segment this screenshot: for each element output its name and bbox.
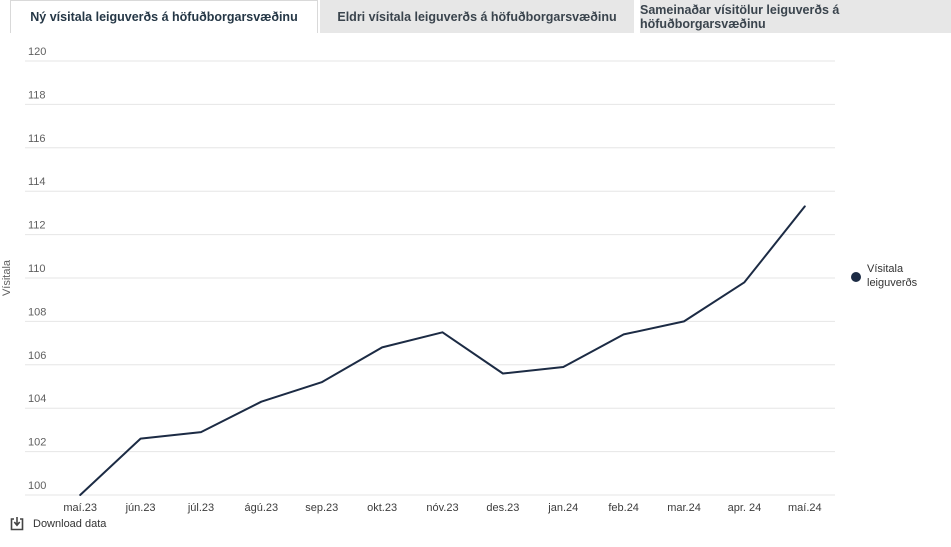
x-tick-label: feb.24 (608, 502, 639, 514)
tab-bar: Ný vísitala leiguverðs á höfuðborgarsvæð… (0, 0, 951, 33)
y-tick-label: 110 (28, 263, 46, 275)
download-data-button[interactable]: Download data (10, 516, 106, 531)
y-tick-label: 114 (28, 176, 46, 188)
x-tick-label: maí.23 (63, 502, 97, 514)
x-tick-label: mar.24 (667, 502, 701, 514)
legend-marker-dot (851, 271, 861, 282)
x-tick-label: júl.23 (187, 502, 214, 514)
series-line-visitala-leiguverds[interactable] (79, 205, 806, 496)
y-tick-label: 112 (28, 220, 46, 232)
legend-label: Vísitala leiguverðs (867, 263, 918, 289)
x-tick-label: des.23 (486, 502, 519, 514)
tab-label: Sameinaðar vísitölur leiguverðs á höfuðb… (640, 2, 840, 31)
x-tick-label: apr. 24 (728, 502, 762, 514)
download-icon (10, 517, 24, 531)
x-tick-label: okt.23 (367, 502, 397, 514)
x-tick-label: nóv.23 (426, 502, 458, 514)
legend-item-visitala-leiguverds[interactable]: Vísitala leiguverðs (851, 263, 929, 291)
x-tick-label: sep.23 (305, 502, 338, 514)
tab-sameinadar-visitolur[interactable]: Sameinaðar vísitölur leiguverðs á höfuðb… (640, 0, 951, 33)
tab-label: Eldri vísitala leiguverðs á höfuðborgars… (337, 9, 617, 24)
y-axis-title: Vísitala (1, 259, 13, 296)
tab-label: Ný vísitala leiguverðs á höfuðborgarsvæð… (30, 10, 298, 24)
x-tick-label: ágú.23 (245, 502, 279, 514)
tab-eldri-visitala[interactable]: Eldri vísitala leiguverðs á höfuðborgars… (320, 0, 634, 33)
y-tick-label: 102 (28, 437, 46, 449)
y-tick-label: 108 (28, 306, 46, 318)
y-tick-label: 104 (28, 393, 46, 405)
y-tick-label: 100 (28, 480, 46, 492)
y-tick-label: 118 (28, 89, 46, 101)
x-tick-label: maí.24 (788, 502, 822, 514)
x-tick-label: jan.24 (547, 502, 578, 514)
y-tick-label: 116 (28, 133, 46, 145)
y-tick-label: 106 (28, 350, 46, 362)
tab-ny-visitala[interactable]: Ný vísitala leiguverðs á höfuðborgarsvæð… (10, 0, 318, 33)
x-tick-label: jún.23 (125, 502, 156, 514)
y-tick-label: 120 (28, 46, 46, 58)
download-label: Download data (33, 517, 107, 530)
